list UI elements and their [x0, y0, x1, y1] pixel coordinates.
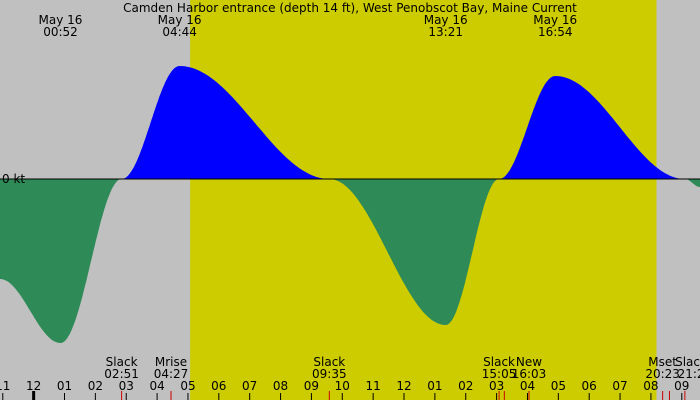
event-name-2: Slack [313, 355, 345, 369]
event-time-1: 04:27 [154, 367, 189, 381]
peak-date-0: May 16 [39, 13, 83, 27]
event-name-5: Mset [648, 355, 677, 369]
ebb-area-2 [331, 179, 500, 325]
event-name-6: Slack [675, 355, 700, 369]
hour-label-7: 06 [211, 379, 226, 393]
event-name-1: Mrise [155, 355, 187, 369]
zero-knot-label: 0 kt [2, 172, 25, 186]
hour-label-6: 05 [180, 379, 195, 393]
event-name-3: Slack [483, 355, 515, 369]
ebb-area-4 [685, 179, 700, 187]
chart-title: Camden Harbor entrance (depth 14 ft), We… [123, 1, 577, 15]
hour-label-18: 05 [551, 379, 566, 393]
event-name-0: Slack [106, 355, 138, 369]
flood-area-3 [500, 76, 686, 179]
event-time-3: 15:05 [482, 367, 517, 381]
hour-label-9: 08 [273, 379, 288, 393]
hour-label-8: 07 [242, 379, 257, 393]
hour-label-11: 10 [335, 379, 350, 393]
hour-label-17: 04 [520, 379, 535, 393]
peak-date-1: May 16 [158, 13, 202, 27]
event-time-5: 20:23 [645, 367, 680, 381]
hour-label-15: 02 [458, 379, 473, 393]
hour-label-20: 07 [612, 379, 627, 393]
event-time-6: 21:2 [678, 367, 700, 381]
current-curve-layer [0, 66, 700, 343]
peak-date-2: May 16 [424, 13, 468, 27]
peak-date-3: May 16 [533, 13, 577, 27]
hour-label-2: 01 [57, 379, 72, 393]
hour-label-21: 08 [643, 379, 658, 393]
peak-time-1: 04:44 [162, 25, 197, 39]
hour-label-13: 12 [396, 379, 411, 393]
hour-label-22: 09 [674, 379, 689, 393]
hour-label-3: 02 [88, 379, 103, 393]
peak-time-2: 13:21 [428, 25, 463, 39]
event-time-2: 09:35 [312, 367, 347, 381]
ebb-area-0 [0, 179, 123, 343]
hour-label-14: 01 [427, 379, 442, 393]
hour-label-0: 11 [0, 379, 10, 393]
hour-label-4: 03 [119, 379, 134, 393]
event-labels: Slack02:51Mrise04:27Slack09:35Slack15:05… [104, 355, 700, 381]
hour-label-19: 06 [582, 379, 597, 393]
hour-label-16: 03 [489, 379, 504, 393]
hour-label-12: 11 [366, 379, 381, 393]
peak-time-0: 00:52 [43, 25, 78, 39]
peak-time-3: 16:54 [538, 25, 573, 39]
flood-area-1 [122, 66, 332, 179]
event-time-4: 16:03 [512, 367, 547, 381]
event-time-0: 02:51 [104, 367, 139, 381]
event-name-4: New [516, 355, 542, 369]
hour-label-1: 12 [26, 379, 41, 393]
hour-label-10: 09 [304, 379, 319, 393]
hour-axis: 11 12 01 02 03 04 05 06 07 08 09 10 11 12 01 02 03 04 05 06… [0, 379, 689, 400]
hour-label-5: 04 [149, 379, 164, 393]
